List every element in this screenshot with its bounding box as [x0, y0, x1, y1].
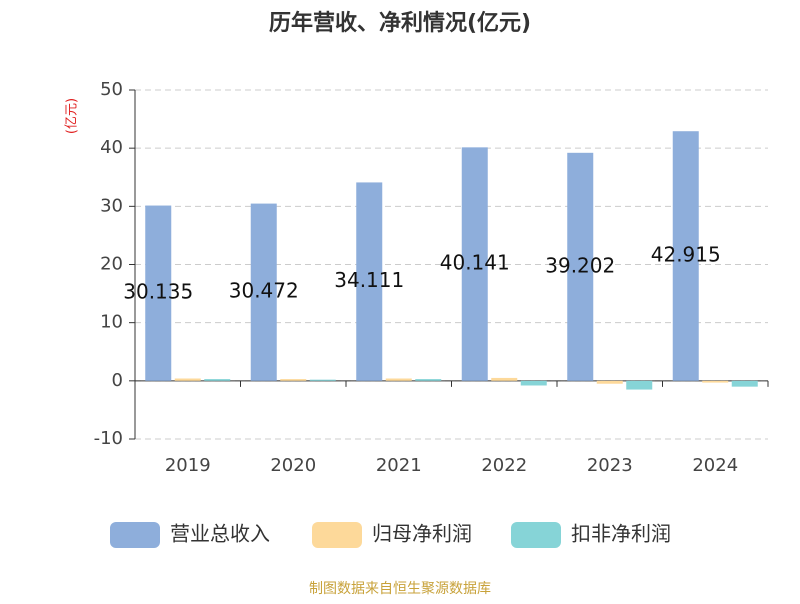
bar: [672, 131, 699, 381]
bar: [309, 379, 336, 381]
bar: [491, 377, 518, 381]
bar: [356, 182, 383, 381]
y-tick-label: -10: [94, 428, 123, 449]
bar: [461, 147, 488, 381]
bar: [250, 203, 277, 381]
bar: [174, 378, 201, 381]
bar: [385, 378, 412, 381]
data-label: 39.202: [545, 253, 615, 277]
y-axis-label: (亿元): [65, 98, 80, 134]
x-tick-label: 2019: [165, 455, 211, 476]
x-tick-label: 2023: [587, 455, 633, 476]
y-tick-label: 20: [100, 254, 123, 275]
bar: [520, 380, 547, 386]
x-tick-label: 2021: [376, 455, 422, 476]
x-tick-label: 2022: [481, 455, 527, 476]
bar: [731, 380, 758, 387]
bar: [626, 380, 653, 390]
bar: [415, 379, 442, 381]
source-note: 制图数据来自恒生聚源数据库: [309, 581, 491, 597]
legend-swatch: [511, 522, 561, 548]
y-tick-label: 50: [100, 79, 123, 100]
x-tick-label: 2020: [270, 455, 316, 476]
bar: [702, 380, 729, 383]
y-tick-label: 0: [112, 370, 123, 391]
y-tick-label: 10: [100, 312, 123, 333]
data-label: 40.141: [440, 251, 510, 275]
legend-swatch: [312, 522, 362, 548]
legend-label: 营业总收入: [170, 522, 270, 546]
data-label: 30.135: [123, 280, 193, 304]
bar: [145, 205, 172, 381]
legend-label: 扣非净利润: [571, 522, 671, 546]
bar: [567, 152, 594, 381]
chart-title: 历年营收、净利情况(亿元): [269, 10, 531, 36]
data-label: 42.915: [651, 243, 721, 267]
legend-label: 归母净利润: [372, 522, 472, 546]
y-tick-label: 40: [100, 137, 123, 158]
data-label: 30.472: [229, 279, 299, 303]
legend-swatch: [110, 522, 160, 548]
bar: [596, 380, 623, 384]
bar: [280, 379, 307, 381]
x-tick-label: 2024: [692, 455, 738, 476]
data-label: 34.111: [334, 268, 404, 292]
y-tick-label: 30: [100, 195, 123, 216]
bar: [204, 379, 231, 381]
